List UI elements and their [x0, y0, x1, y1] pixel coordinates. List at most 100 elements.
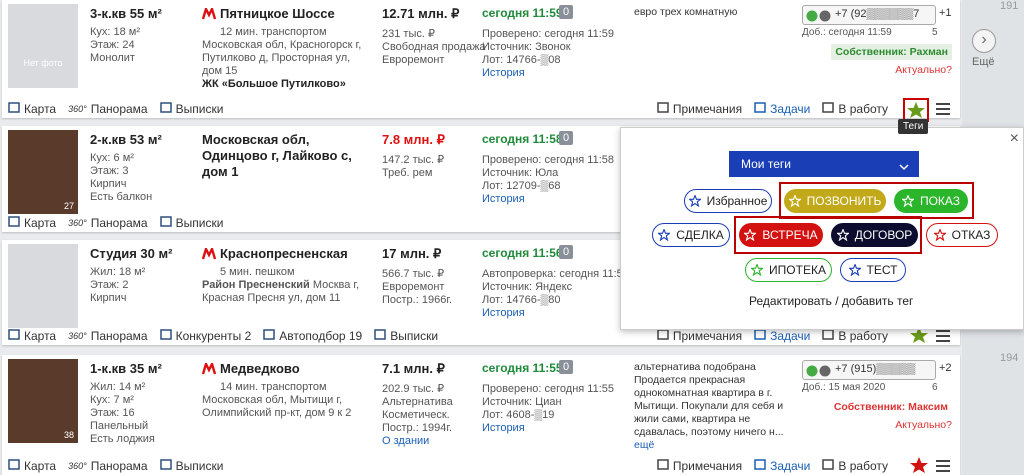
tag[interactable]: Избранное: [684, 189, 772, 213]
history[interactable]: История: [482, 307, 525, 319]
price-detail: Косметическ.: [382, 409, 450, 421]
icon-part: [754, 329, 766, 340]
footer-action[interactable]: Задачи: [754, 328, 810, 343]
tag[interactable]: СДЕЛКА: [652, 223, 730, 247]
action-icon: [754, 101, 766, 116]
complex: ЖК «Большое Путилково»: [202, 78, 346, 90]
icon-part: [754, 102, 766, 113]
icon-part: [910, 327, 928, 343]
footer-label: Задачи: [770, 328, 811, 343]
views: 6: [932, 382, 938, 393]
tag[interactable]: ИПОТЕКА: [745, 258, 832, 282]
icon-part: [819, 10, 831, 22]
more-link[interactable]: ещё: [634, 439, 655, 451]
icon-part: [743, 228, 758, 242]
price-detail[interactable]: О здании: [382, 435, 430, 447]
menu-button[interactable]: [936, 459, 950, 475]
footer-action[interactable]: Карта: [8, 101, 56, 116]
metro-icon: [201, 245, 217, 265]
map-more-button[interactable]: ›: [972, 29, 996, 53]
action-icon: [159, 101, 172, 116]
source: Источник: Циан: [482, 396, 562, 408]
footer-action[interactable]: Карта: [8, 328, 56, 343]
map-more[interactable]: Ещё: [972, 56, 995, 68]
tag[interactable]: ПОЗВОНИТЬ: [784, 189, 886, 213]
detail: Этаж: 16: [90, 407, 135, 419]
footer-action[interactable]: 360° Панорама: [68, 329, 148, 343]
tags-button[interactable]: [908, 455, 930, 475]
action-icon: [8, 458, 20, 473]
footer-action[interactable]: Карта: [8, 458, 56, 473]
icon-part: [835, 228, 850, 242]
detail: Кирпич: [90, 292, 127, 304]
footer-action[interactable]: Конкуренты 2: [159, 328, 251, 343]
icon-part: [907, 102, 925, 118]
tooltip: Теги: [898, 119, 929, 134]
metro-icon: [201, 360, 217, 380]
actual[interactable]: Актуально?: [895, 64, 952, 76]
action-icon: [374, 328, 386, 343]
footer-action[interactable]: Выписки: [374, 328, 438, 343]
tags-button[interactable]: [908, 325, 930, 345]
photo: [8, 244, 78, 328]
tag[interactable]: ОТКАЗ: [926, 223, 998, 247]
footer-label: Панорама: [90, 101, 148, 116]
icon-part: [201, 360, 217, 375]
footer-action[interactable]: Примечания: [657, 101, 742, 116]
icon-part: [159, 102, 172, 113]
tag[interactable]: ПОКАЗ: [894, 189, 968, 213]
footer-action[interactable]: В работу: [822, 458, 888, 473]
history[interactable]: История: [482, 67, 525, 79]
icon-part: [657, 329, 669, 340]
menu-button[interactable]: [936, 329, 950, 347]
footer-action[interactable]: 360° Панорама: [68, 102, 148, 116]
icon-part: [754, 329, 766, 340]
icon-part: [201, 5, 217, 20]
edit-tags[interactable]: Редактировать / добавить тег: [749, 294, 914, 308]
close-button[interactable]: ×: [1009, 130, 1019, 147]
icon-part: [657, 102, 669, 113]
footer-action[interactable]: Задачи: [754, 101, 810, 116]
footer-action[interactable]: 360° Панорама: [68, 459, 148, 473]
icon-part: [847, 263, 862, 277]
footer-label: Примечания: [672, 328, 743, 343]
tag[interactable]: ВСТРЕЧА: [739, 223, 823, 247]
icon-part: [657, 459, 669, 470]
footer-action[interactable]: Выписки: [159, 215, 224, 230]
icon-part: [374, 329, 386, 340]
phone: +7 (915)▒▒▒▒▒: [835, 363, 916, 375]
icon-part: [936, 330, 950, 342]
action-icon: [159, 458, 172, 473]
footer-label: Примечания: [672, 458, 743, 473]
footer-action[interactable]: Автоподбор 19: [263, 328, 362, 343]
icon-part: [8, 329, 20, 340]
footer-action[interactable]: Выписки: [159, 101, 223, 116]
badge: 0: [559, 131, 574, 145]
phone-box: +7 (915)▒▒▒▒▒: [802, 360, 936, 380]
footer-action[interactable]: Задачи: [754, 458, 810, 473]
description: альтернатива подобрана Продается прекрас…: [634, 361, 784, 451]
footer-action[interactable]: Примечания: [657, 458, 742, 473]
tag-label: ПОКАЗ: [919, 194, 961, 208]
detail: Монолит: [90, 52, 135, 64]
footer-label: Выписки: [175, 215, 224, 230]
footer-action[interactable]: В работу: [822, 328, 888, 343]
footer-left: Карта 360° Панорама Выписки: [8, 215, 223, 230]
footer-action[interactable]: 360° Панорама: [68, 216, 148, 230]
footer-action[interactable]: В работу: [822, 101, 888, 116]
price-detail: Альтернатива: [382, 396, 453, 408]
actual[interactable]: Актуально?: [895, 419, 952, 431]
history[interactable]: История: [482, 193, 525, 205]
price-detail: Евроремонт: [382, 281, 445, 293]
footer-action[interactable]: Выписки: [159, 458, 223, 473]
history[interactable]: История: [482, 422, 525, 434]
footer-action[interactable]: Примечания: [657, 328, 742, 343]
tag[interactable]: ДОГОВОР: [831, 223, 918, 247]
tag[interactable]: ТЕСТ: [840, 258, 906, 282]
menu-button[interactable]: [936, 102, 950, 120]
icon-part: [159, 102, 172, 113]
highlight-box: [779, 182, 974, 219]
footer-action[interactable]: Карта: [8, 215, 56, 230]
tags-dropdown[interactable]: Мои теги: [729, 151, 919, 177]
action-icon: [159, 215, 172, 230]
